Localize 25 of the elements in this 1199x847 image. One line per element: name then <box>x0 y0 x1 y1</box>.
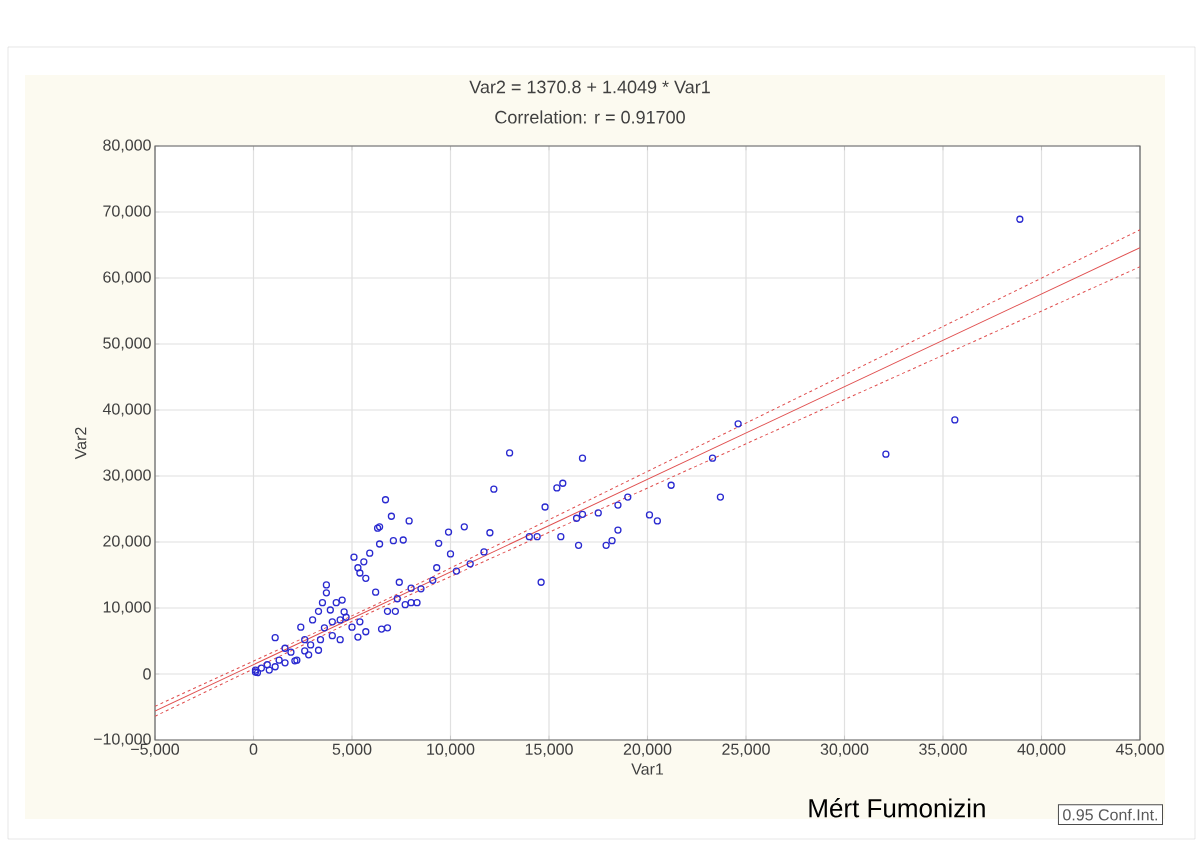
y-tick-label: 40,000 <box>102 403 151 417</box>
x-tick-label: 25,000 <box>722 743 770 757</box>
y-axis-title: Var2 <box>75 427 87 460</box>
text: 0.95 Conf.Int. <box>1063 808 1158 821</box>
y-tick-label: 50,000 <box>103 337 151 351</box>
chart-title: Var2 = 1370.8 + 1.4049 * Var1 <box>469 80 710 94</box>
chart-subtitle: Correlation: r = 0.91700 <box>495 110 685 124</box>
y-tick-label: 70,000 <box>103 205 151 219</box>
x-tick-label: 30,000 <box>820 743 869 757</box>
y-tick-label: 0 <box>143 668 151 680</box>
y-tick-label: 30,000 <box>103 469 151 483</box>
x-tick-label: 40,000 <box>1017 743 1066 757</box>
x-tick-label: 35,000 <box>919 743 967 757</box>
y-tick-label: 10,000 <box>103 601 151 615</box>
y-tick-label: 20,000 <box>103 535 151 549</box>
y-tick-label: 80,000 <box>103 139 151 153</box>
x-axis-title: Var1 <box>631 763 664 775</box>
x-tick-label: 5,000 <box>332 743 372 757</box>
y-tick-label: 60,000 <box>103 271 151 285</box>
x-tick-label: 45,000 <box>1115 743 1164 757</box>
text: Mért Fumonizin <box>809 798 985 818</box>
x-tick-label: 15,000 <box>525 743 573 757</box>
x-tick-label: 0 <box>249 743 258 755</box>
x-tick-label: 20,000 <box>623 743 672 757</box>
x-tick-label: 10,000 <box>427 743 475 757</box>
